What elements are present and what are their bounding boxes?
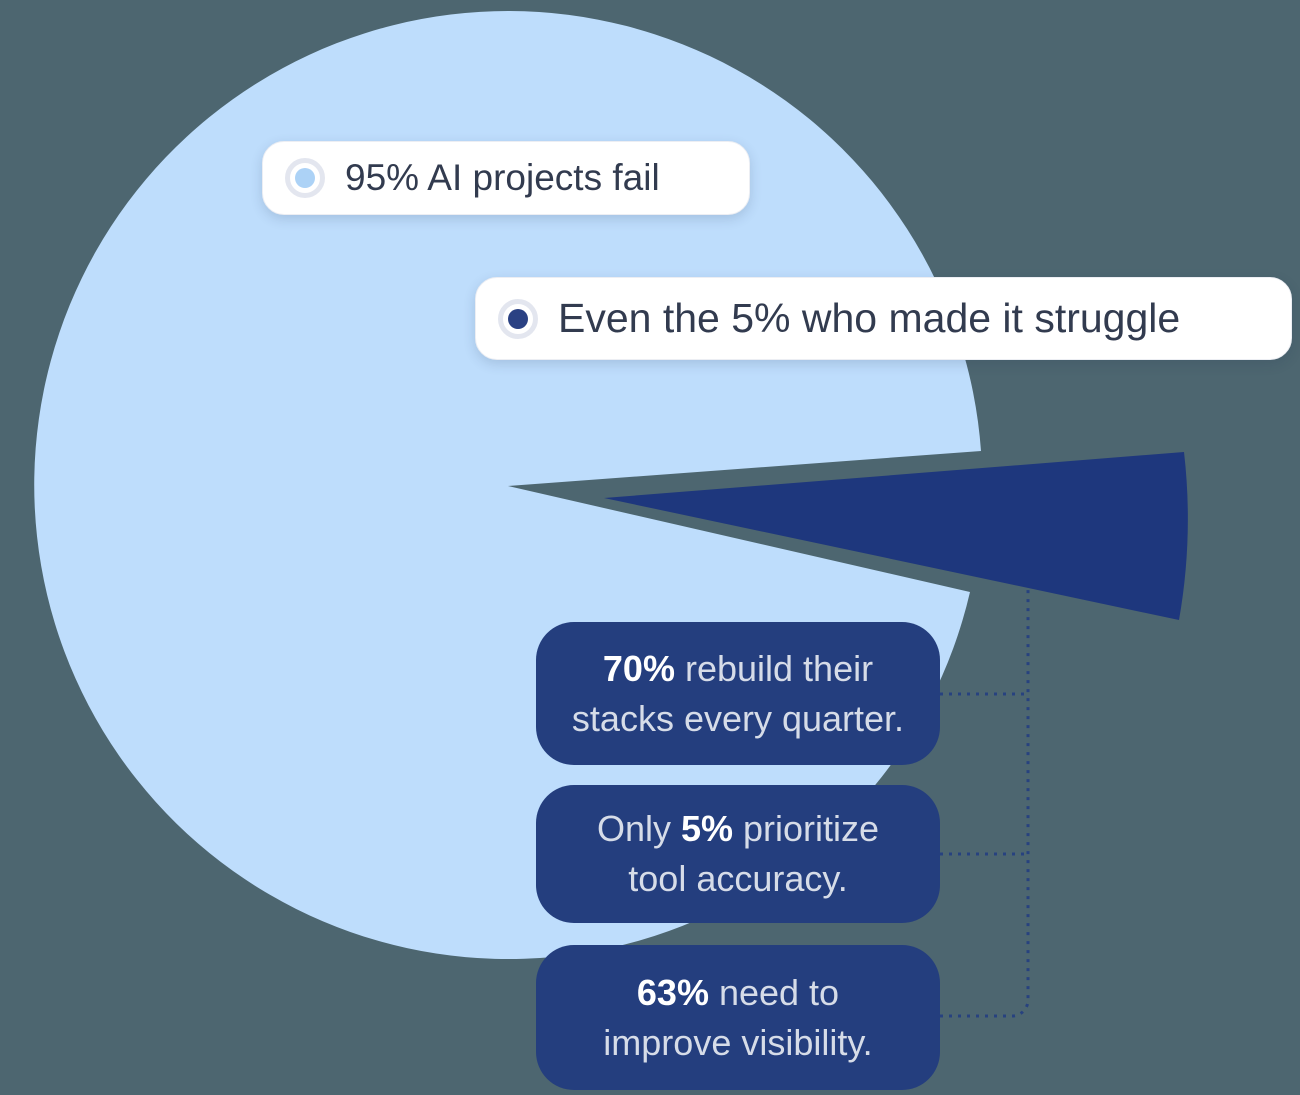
pie-slice-exploded: [604, 452, 1188, 620]
connector-lines: [940, 590, 1030, 1018]
stat-line: Only 5% prioritize: [596, 808, 880, 850]
stat-line: 70% rebuild their: [602, 647, 874, 689]
stat-box-rebuild: 70% rebuild their stacks every quarter.: [536, 622, 940, 765]
connector-line-visibility: [940, 590, 1030, 1018]
legend-pill-fail[interactable]: 95% AI projects fail: [262, 141, 750, 215]
stat-line: improve visibility.: [603, 1021, 873, 1063]
radio-dot: [295, 168, 315, 188]
legend-fail-label: 95% AI projects fail: [345, 157, 660, 198]
stat-percent: 63%: [636, 971, 709, 1013]
stat-line: tool accuracy.: [628, 858, 848, 899]
stat-box-accuracy: Only 5% prioritize tool accuracy.: [536, 785, 940, 923]
radio-dot: [508, 308, 528, 329]
stat-percent: 5%: [680, 808, 733, 850]
radio-icon-dark[interactable]: [498, 298, 538, 339]
stat-line: 63% need to: [636, 971, 840, 1013]
stat-line: stacks every quarter.: [571, 697, 905, 739]
radio-icon-light[interactable]: [285, 158, 325, 198]
legend-struggle-label: Even the 5% who made it struggle: [558, 295, 1181, 341]
stat-box-visibility: 63% need to improve visibility.: [536, 945, 940, 1090]
legend-pill-struggle[interactable]: Even the 5% who made it struggle: [475, 277, 1292, 360]
stat-percent: 70%: [602, 647, 675, 689]
